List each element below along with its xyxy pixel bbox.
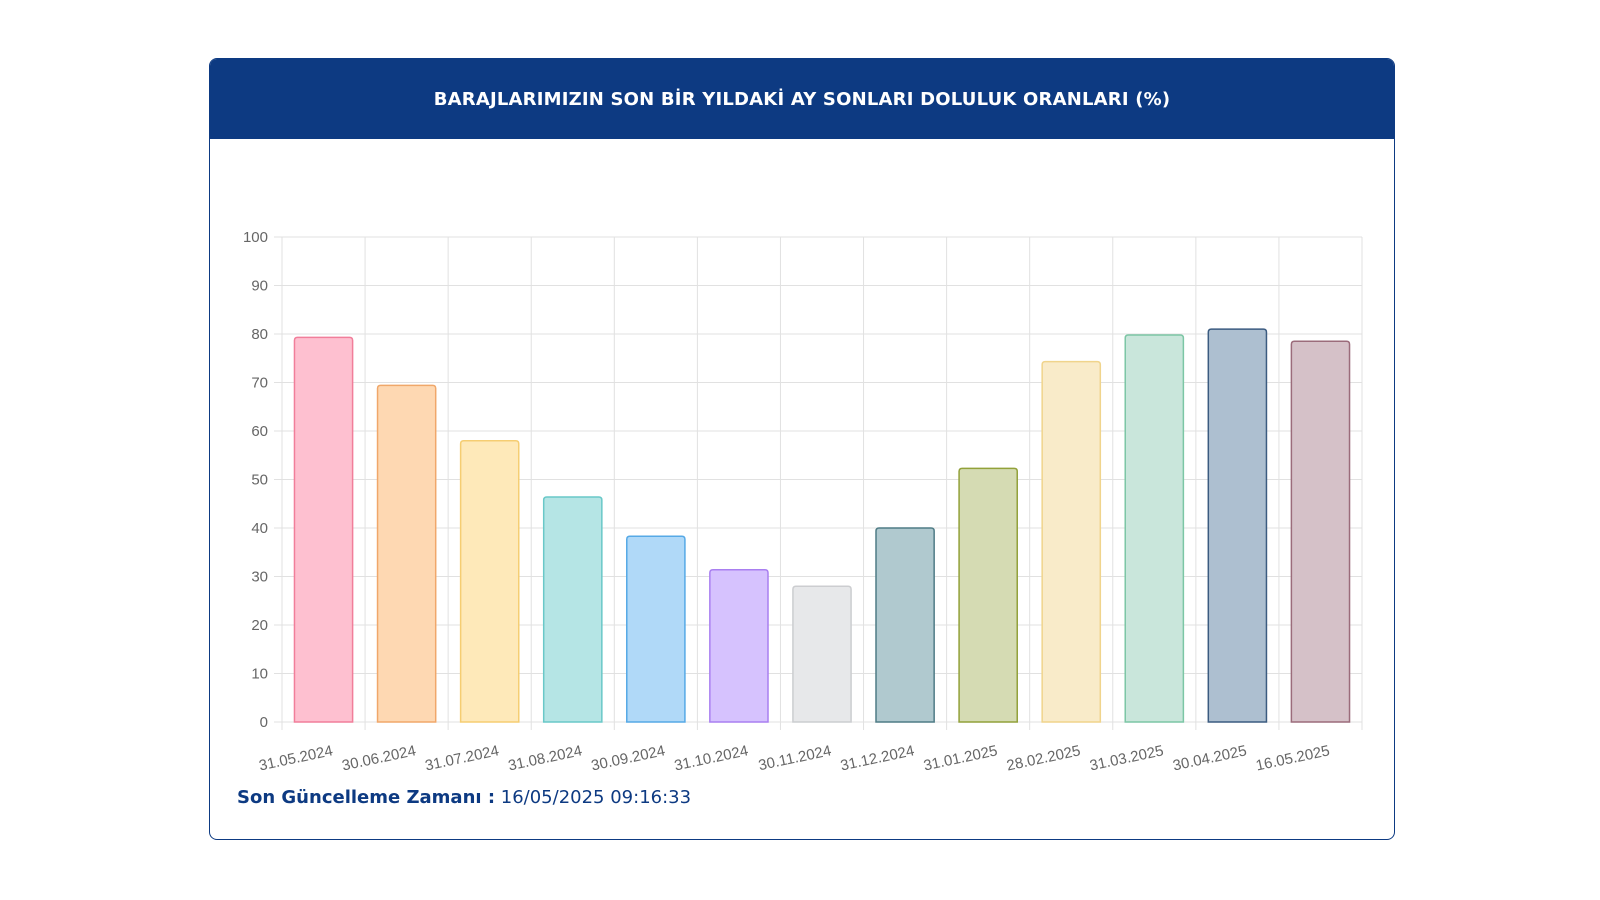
x-tick-label: 31.01.2025 bbox=[922, 742, 999, 774]
x-tick-label: 16.05.2025 bbox=[1254, 742, 1331, 774]
bar bbox=[875, 527, 935, 723]
y-tick-label: 40 bbox=[251, 520, 268, 537]
chart-area: 0 10 20 30 40 50 60 70 80 90 100 31.05.2024 30.06.2… bbox=[210, 139, 1393, 779]
bar bbox=[958, 467, 1018, 723]
x-tick-label: 31.03.2025 bbox=[1088, 742, 1165, 774]
chart-bars bbox=[293, 328, 1351, 723]
bar bbox=[626, 535, 686, 723]
x-tick-label: 30.09.2024 bbox=[590, 742, 667, 774]
y-tick-label: 30 bbox=[251, 569, 268, 586]
bar bbox=[792, 585, 852, 723]
bar bbox=[376, 384, 437, 723]
bar bbox=[542, 496, 603, 723]
bar bbox=[459, 439, 520, 723]
x-tick-label: 28.02.2025 bbox=[1005, 742, 1082, 774]
last-update-value: 16/05/2025 09:16:33 bbox=[500, 787, 692, 808]
x-tick-label: 31.12.2024 bbox=[839, 742, 916, 774]
x-tick-label: 31.05.2024 bbox=[257, 742, 334, 774]
bar bbox=[1207, 328, 1268, 723]
y-tick-label: 50 bbox=[251, 472, 268, 489]
x-tick-label: 31.10.2024 bbox=[673, 742, 750, 774]
chart-title: BARAJLARIMIZIN SON BİR YILDAKİ AY SONLAR… bbox=[433, 88, 1171, 110]
x-tick-label: 30.06.2024 bbox=[340, 742, 417, 774]
bar-chart: 0 10 20 30 40 50 60 70 80 90 100 31.05.2024 30.06.2… bbox=[243, 229, 1363, 775]
x-axis-ticks: 31.05.2024 30.06.2024 31.07.2024 31.08.2024… bbox=[257, 742, 1331, 774]
y-tick-label: 10 bbox=[251, 666, 268, 683]
y-tick-label: 80 bbox=[251, 326, 268, 343]
y-tick-label: 100 bbox=[243, 229, 268, 246]
last-update-label: Son Güncelleme Zamanı : bbox=[237, 787, 496, 808]
y-tick-label: 0 bbox=[260, 714, 268, 731]
x-tick-label: 31.08.2024 bbox=[507, 742, 584, 774]
bar bbox=[1041, 360, 1102, 723]
x-tick-label: 31.07.2024 bbox=[424, 742, 501, 774]
bar bbox=[1124, 334, 1185, 723]
y-tick-label: 70 bbox=[251, 375, 268, 392]
last-update: Son Güncelleme Zamanı : 16/05/2025 09:16… bbox=[237, 787, 691, 808]
x-tick-label: 30.11.2024 bbox=[757, 742, 833, 774]
y-axis-ticks: 0 10 20 30 40 50 60 70 80 90 100 bbox=[243, 229, 268, 731]
y-tick-label: 60 bbox=[251, 423, 268, 440]
chart-header: BARAJLARIMIZIN SON BİR YILDAKİ AY SONLAR… bbox=[210, 59, 1394, 139]
bar bbox=[293, 336, 354, 723]
bar bbox=[1290, 340, 1351, 723]
y-tick-label: 20 bbox=[251, 617, 268, 634]
chart-card: BARAJLARIMIZIN SON BİR YILDAKİ AY SONLAR… bbox=[209, 58, 1395, 840]
bar bbox=[709, 568, 769, 723]
x-tick-label: 30.04.2025 bbox=[1171, 742, 1248, 774]
chart-grid bbox=[274, 236, 1363, 730]
y-tick-label: 90 bbox=[251, 278, 268, 295]
